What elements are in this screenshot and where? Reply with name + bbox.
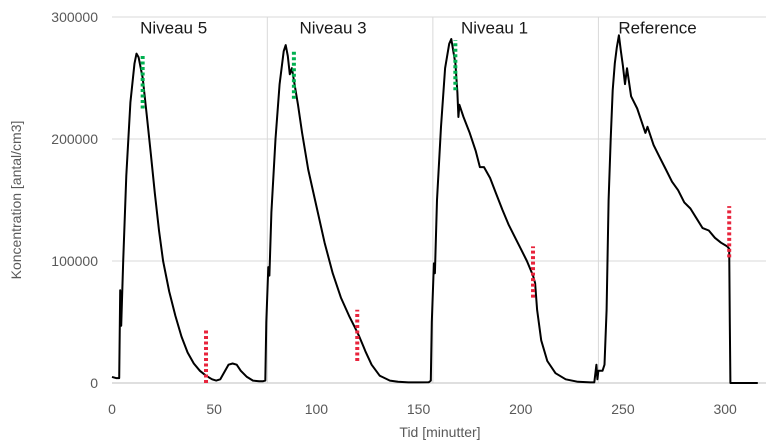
- y-tick-label-2: 200000: [51, 131, 98, 147]
- section-label-3: Reference: [618, 19, 696, 38]
- x-tick-label-5: 250: [611, 401, 635, 417]
- x-tick-label-4: 200: [509, 401, 533, 417]
- x-tick-label-0: 0: [108, 401, 116, 417]
- tick-labels: 0 50 100 150 200 250 300 0 100000 200000 300000: [51, 9, 737, 417]
- x-tick-label-3: 150: [407, 401, 431, 417]
- section-label-0: Niveau 5: [140, 19, 207, 38]
- section-label-2: Niveau 1: [461, 19, 528, 38]
- section-dividers: [266, 17, 599, 383]
- y-tick-label-1: 100000: [51, 253, 98, 269]
- gridlines: [112, 16, 766, 262]
- section-label-1: Niveau 3: [300, 19, 367, 38]
- section-labels: Niveau 5 Niveau 3 Niveau 1 Reference: [140, 19, 697, 38]
- series-layer: [111, 34, 758, 384]
- x-tick-label-6: 300: [713, 401, 737, 417]
- threshold-markers: [140, 40, 732, 383]
- x-tick-label-1: 50: [206, 401, 222, 417]
- x-axis-title: Tid [minutter]: [399, 424, 480, 440]
- y-axis-title: Koncentration [antal/cm3]: [8, 121, 24, 280]
- x-tick-label-2: 100: [305, 401, 329, 417]
- y-tick-label-3: 300000: [51, 9, 98, 25]
- y-tick-label-0: 0: [90, 375, 98, 391]
- series-line-0: [111, 34, 758, 384]
